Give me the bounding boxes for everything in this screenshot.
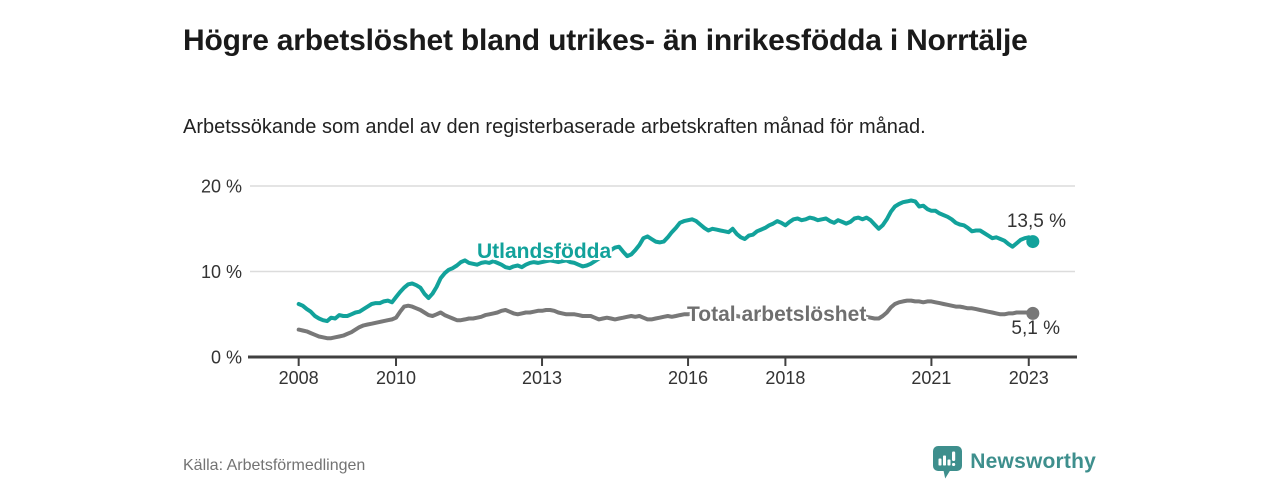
x-tick-label: 2016 — [668, 368, 708, 388]
x-tick-label: 2023 — [1009, 368, 1049, 388]
y-tick-label: 10 % — [201, 262, 242, 282]
newsworthy-logo-text: Newsworthy — [970, 450, 1096, 473]
end-value-label-utlandsfodda: 13,5 % — [1006, 211, 1066, 232]
series-label-utlandsfodda: Utlandsfödda — [477, 240, 612, 263]
series-line-utlandsfodda — [296, 198, 1035, 324]
series-line-total-arbetsloshet — [296, 298, 1035, 341]
series-end-dot — [1026, 306, 1040, 320]
chart-subtitle: Arbetssökande som andel av den registerb… — [183, 116, 926, 138]
y-tick-label: 20 % — [201, 176, 242, 196]
source-caption: Källa: Arbetsförmedlingen — [183, 457, 366, 474]
end-value-label-total: 5,1 % — [1011, 318, 1060, 339]
newsworthy-logo-icon — [933, 445, 963, 478]
x-tick-label: 2008 — [279, 368, 319, 388]
x-tick-label: 2013 — [522, 368, 562, 388]
x-tick-label: 2021 — [911, 368, 951, 388]
chart-title: Högre arbetslöshet bland utrikes- än inr… — [183, 24, 1028, 58]
x-tick-label: 2010 — [376, 368, 416, 388]
series-end-dot — [1026, 235, 1040, 249]
x-tick-label: 2018 — [765, 368, 805, 388]
y-tick-label: 0 % — [211, 347, 242, 367]
series-label-total-arbetsloshet: Total arbetslöshet — [687, 303, 867, 326]
newsworthy-brand: Newsworthy — [932, 444, 1096, 480]
